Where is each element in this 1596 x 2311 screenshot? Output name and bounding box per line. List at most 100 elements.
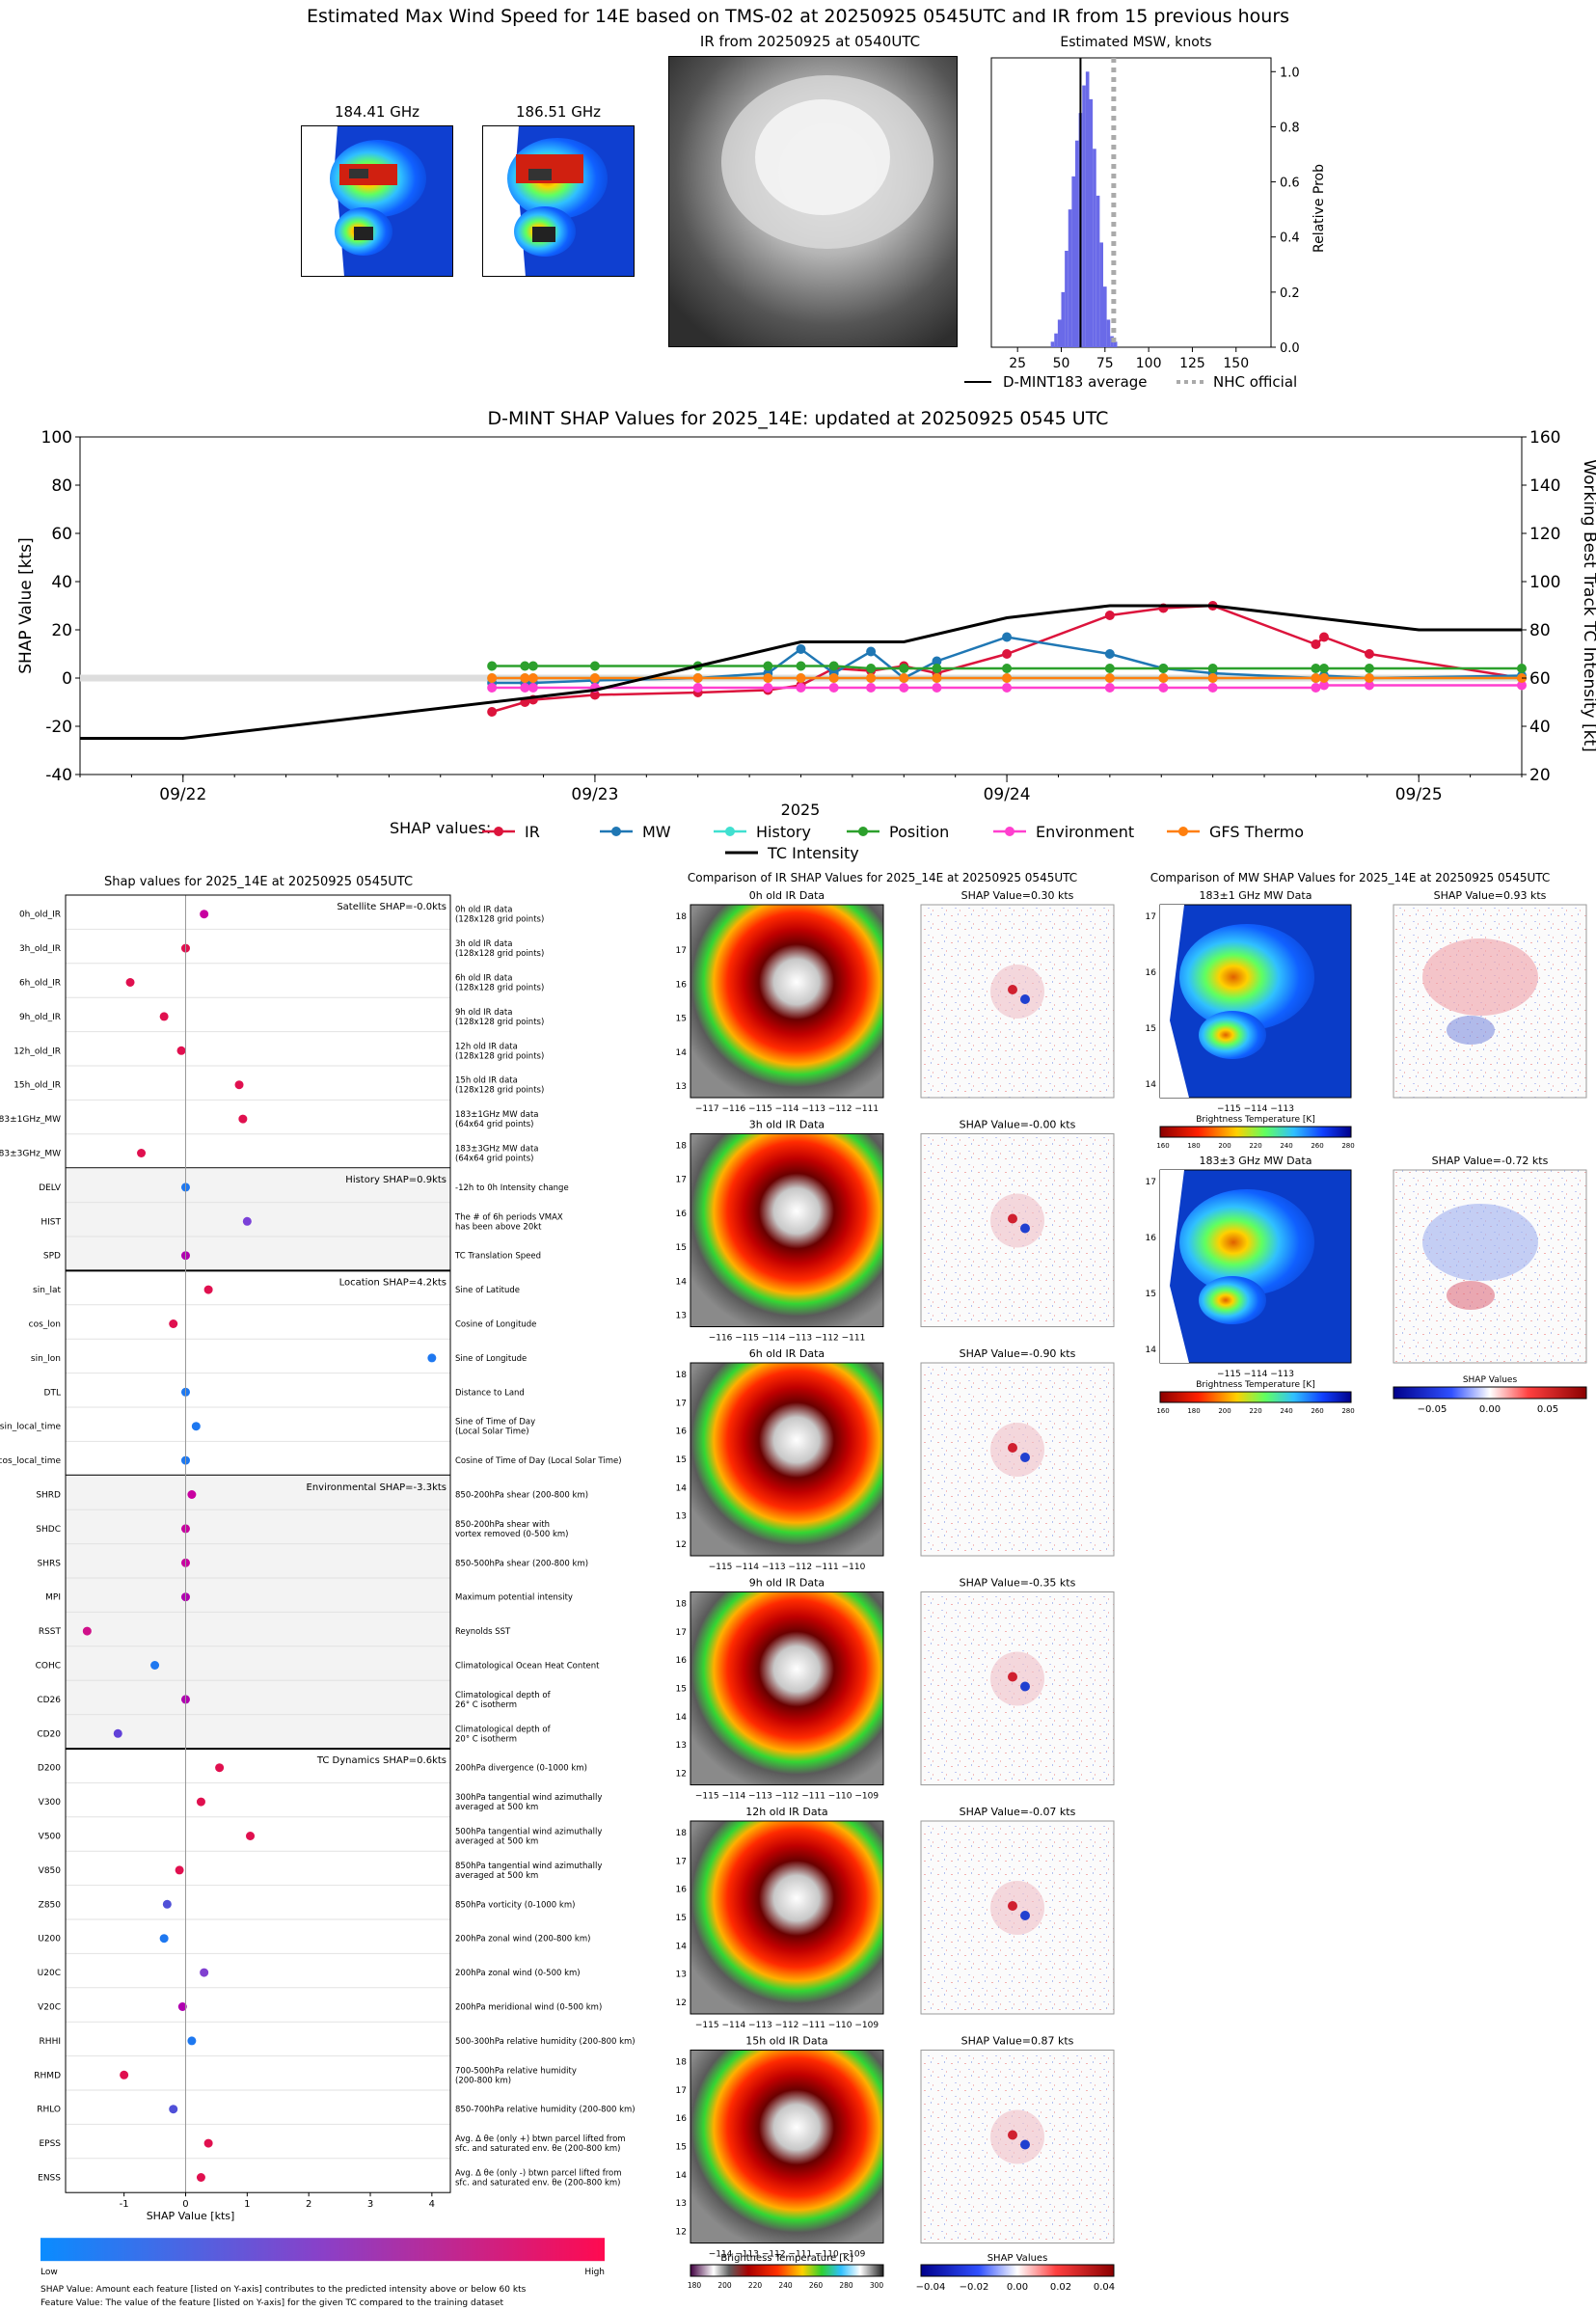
ts-right-tick: 40 <box>1529 718 1551 737</box>
mw-ytick: 16 <box>1146 968 1157 978</box>
feature-name: ENSS <box>38 2174 61 2184</box>
feature-shap-dot <box>246 1832 256 1840</box>
mw-comparison-title: Comparison of MW SHAP Values for 2025_14… <box>1150 871 1551 884</box>
series-point <box>589 690 600 700</box>
feature-desc: (128x128 grid points) <box>455 1018 544 1027</box>
ir-shap-image <box>920 1591 1115 1785</box>
feature-name: HIST <box>41 1217 61 1227</box>
feature-shap-dot <box>175 1865 184 1875</box>
msw-bar <box>1065 251 1069 347</box>
ts-right-tick: 140 <box>1529 476 1560 496</box>
feature-name: COHC <box>36 1662 61 1672</box>
ts-legend: SHAP values: IR MW History Position Environm… <box>386 818 1312 866</box>
mw1-label: 184.41 GHz <box>334 103 420 121</box>
mw-xticks: −115 −114 −113 <box>1217 1370 1294 1379</box>
mw-shap-tick: −0.05 <box>1418 1404 1447 1415</box>
feature-shap-dot <box>196 2173 205 2182</box>
feature-name: 12h_old_IR <box>14 1047 61 1056</box>
mw-tb-tick: 200 <box>1218 1142 1231 1150</box>
mw-tb-tick: 240 <box>1280 1142 1292 1150</box>
series-point <box>589 661 600 671</box>
feature-name: 3h_old_IR <box>19 944 61 954</box>
series-point <box>796 673 806 683</box>
series-point <box>1318 632 1329 642</box>
feature-shap-dot <box>200 910 209 919</box>
series-point <box>932 664 942 673</box>
feature-name: V500 <box>39 1833 62 1842</box>
feature-name: U200 <box>38 1935 61 1944</box>
feature-desc: 183±3GHz MW data <box>455 1145 538 1155</box>
ir-shap-title: SHAP Value=0.30 kts <box>961 889 1074 902</box>
mw-tb-colorbar <box>1159 1126 1352 1138</box>
series-point <box>1104 664 1115 673</box>
ir-ytick: 16 <box>676 1210 688 1219</box>
feature-desc: (128x128 grid points) <box>455 984 544 993</box>
series-point <box>1207 664 1218 673</box>
ts-left-tick: -20 <box>45 718 72 737</box>
ir-shap-colorbar <box>920 2264 1115 2277</box>
feature-desc: Sine of Longitude <box>455 1354 527 1364</box>
msw-xtick: 50 <box>1053 356 1070 371</box>
msw-bar <box>1106 319 1111 347</box>
ir-xticks: −115 −114 −113 −112 −111 −110 −109 <box>695 2021 879 2030</box>
mw-ytick: 15 <box>1146 1290 1156 1299</box>
msw-xtick: 75 <box>1096 356 1114 371</box>
series-point <box>1311 639 1321 649</box>
feature-shap-dot <box>120 2070 129 2080</box>
ir-ytick: 15 <box>676 1685 687 1695</box>
tc-intensity-line <box>80 604 1522 740</box>
feature-desc: averaged at 500 km <box>455 1871 538 1881</box>
ir-ytick: 18 <box>676 1371 688 1380</box>
ir-xticks: −115 −114 −113 −112 −111 −110 −109 <box>695 1792 879 1802</box>
group-label: Environmental SHAP=-3.3kts <box>307 1482 447 1493</box>
series-point <box>932 683 942 693</box>
series-point <box>796 683 806 693</box>
feature-desc: 200hPa meridional wind (0-500 km) <box>455 2003 602 2013</box>
mw-panel-title: 183±3 GHz MW Data <box>1200 1155 1312 1167</box>
series-point <box>520 661 530 671</box>
feature-name: SPD <box>43 1252 61 1262</box>
legend-label: MW <box>642 823 671 841</box>
ts-left-tick: 60 <box>51 525 72 544</box>
mw-tb-tick: 180 <box>1187 1407 1200 1415</box>
feature-shap-dot <box>203 1285 213 1294</box>
feature-name: sin_lat <box>33 1286 61 1295</box>
feature-desc: TC Translation Speed <box>454 1252 541 1262</box>
legend-label: Position <box>889 823 949 841</box>
feature-desc: (Local Solar Time) <box>455 1427 529 1437</box>
ir-ytick: 13 <box>676 1741 687 1751</box>
feature-desc: 200hPa divergence (0-1000 km) <box>455 1764 587 1774</box>
series-point <box>692 673 703 683</box>
mw-shap-colorbar-label: SHAP Values <box>1463 1375 1518 1385</box>
ir-panel-title: 3h old IR Data <box>749 1119 825 1131</box>
ir-panel-image <box>690 1133 884 1327</box>
ir-shap-title: SHAP Value=-0.00 kts <box>960 1119 1076 1131</box>
msw-bar <box>1085 71 1090 348</box>
mw-tb-tick: 280 <box>1341 1407 1354 1415</box>
ir-shap-title: SHAP Value=-0.07 kts <box>960 1806 1076 1818</box>
ir-panel-image <box>690 1362 884 1557</box>
feature-desc: vortex removed (0-500 km) <box>455 1530 568 1539</box>
feature-shap-dot <box>176 1046 186 1055</box>
ts-right-tick: 20 <box>1529 766 1551 785</box>
feature-desc: Avg. Δ θe (only +) btwn parcel lifted fr… <box>455 2134 626 2144</box>
series-point <box>1517 664 1527 673</box>
feature-desc: -12h to 0h Intensity change <box>455 1183 569 1193</box>
feature-desc: Cosine of Longitude <box>455 1320 536 1330</box>
mw-ytick: 15 <box>1146 1024 1156 1034</box>
series-point <box>828 683 839 693</box>
msw-bar <box>1071 176 1075 347</box>
msw-ylabel: Relative Prob <box>1312 164 1327 253</box>
ir-shap-title: SHAP Value=-0.90 kts <box>960 1347 1076 1360</box>
series-point <box>866 664 877 673</box>
ts-left-tick: 20 <box>51 621 72 640</box>
ts-legend-title: SHAP values: <box>390 819 492 837</box>
feature-desc: sfc. and saturated env. θe (200-800 km) <box>455 2144 621 2154</box>
ir-ytick: 13 <box>676 1971 687 1980</box>
legend-label: IR <box>525 823 540 841</box>
mw-tb-tick: 160 <box>1156 1407 1169 1415</box>
mw-ytick: 17 <box>1146 1178 1156 1187</box>
ir-tb-tick: 200 <box>717 2281 732 2290</box>
mw-shap-tick: 0.05 <box>1537 1404 1558 1415</box>
feature-name: 9h_old_IR <box>19 1013 61 1022</box>
